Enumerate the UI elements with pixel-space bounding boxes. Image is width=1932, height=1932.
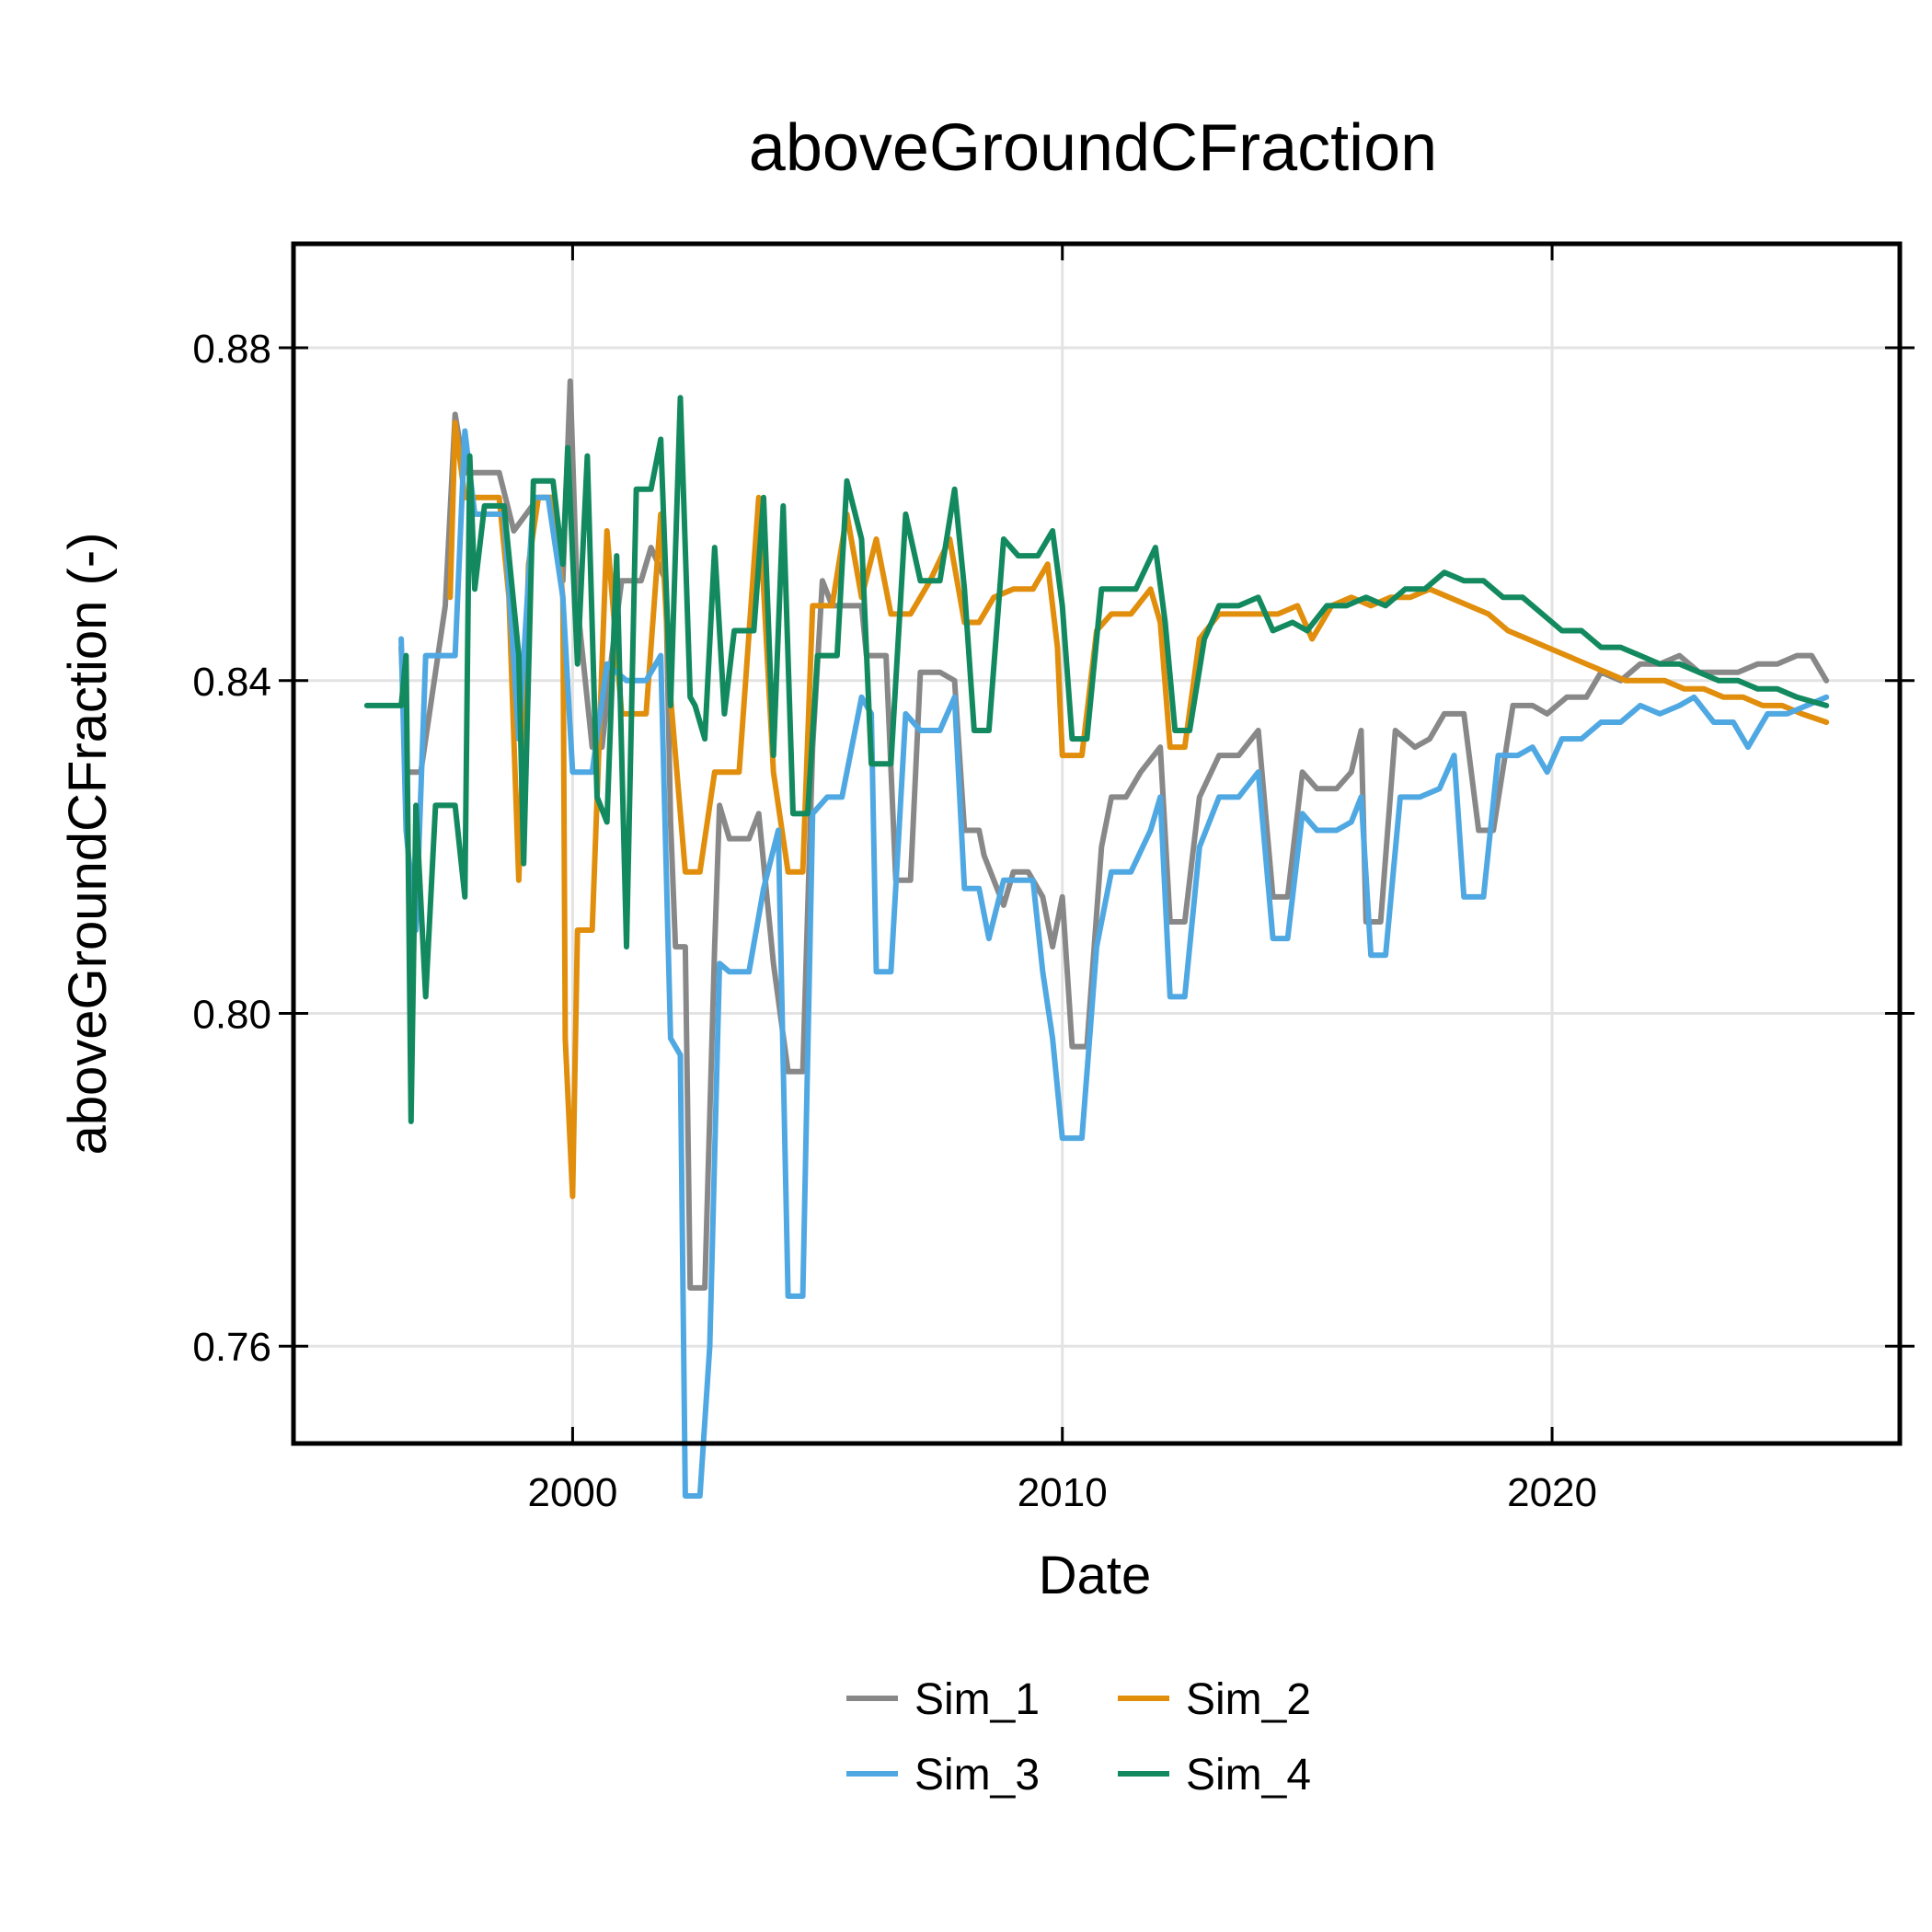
series-lines	[363, 378, 1830, 1499]
y-tick-label: 0.88	[192, 327, 271, 372]
plot-frame	[291, 241, 1903, 1446]
series-line-sim-1	[398, 378, 1830, 1291]
x-tick-label: 2010	[1018, 1470, 1108, 1515]
y-axis-label: aboveGroundCFraction (-)	[58, 533, 118, 1156]
legend-label: Sim_4	[1186, 1751, 1311, 1800]
y-tick-label: 0.80	[192, 992, 271, 1037]
legend: Sim_1 Sim_2 Sim_3 Sim_4	[846, 1675, 1311, 1800]
legend-label: Sim_1	[914, 1675, 1040, 1724]
series-line-sim-4	[363, 395, 1830, 1124]
x-tick-label: 2000	[527, 1470, 617, 1515]
ticks: 2000 2010 2020 0.76 0.80 0.84 0.88	[192, 244, 1915, 1515]
y-tick-label: 0.76	[192, 1325, 271, 1370]
y-tick-label: 0.84	[192, 660, 271, 705]
x-axis-label: Date	[1039, 1546, 1152, 1605]
legend-label: Sim_2	[1186, 1675, 1311, 1724]
grid	[293, 244, 1900, 1443]
x-tick-label: 2020	[1507, 1470, 1597, 1515]
legend-label: Sim_3	[914, 1751, 1040, 1800]
chart-title: aboveGroundCFraction	[749, 111, 1437, 185]
series-line-sim-2	[447, 420, 1830, 1200]
series-line-sim-3	[398, 428, 1830, 1499]
